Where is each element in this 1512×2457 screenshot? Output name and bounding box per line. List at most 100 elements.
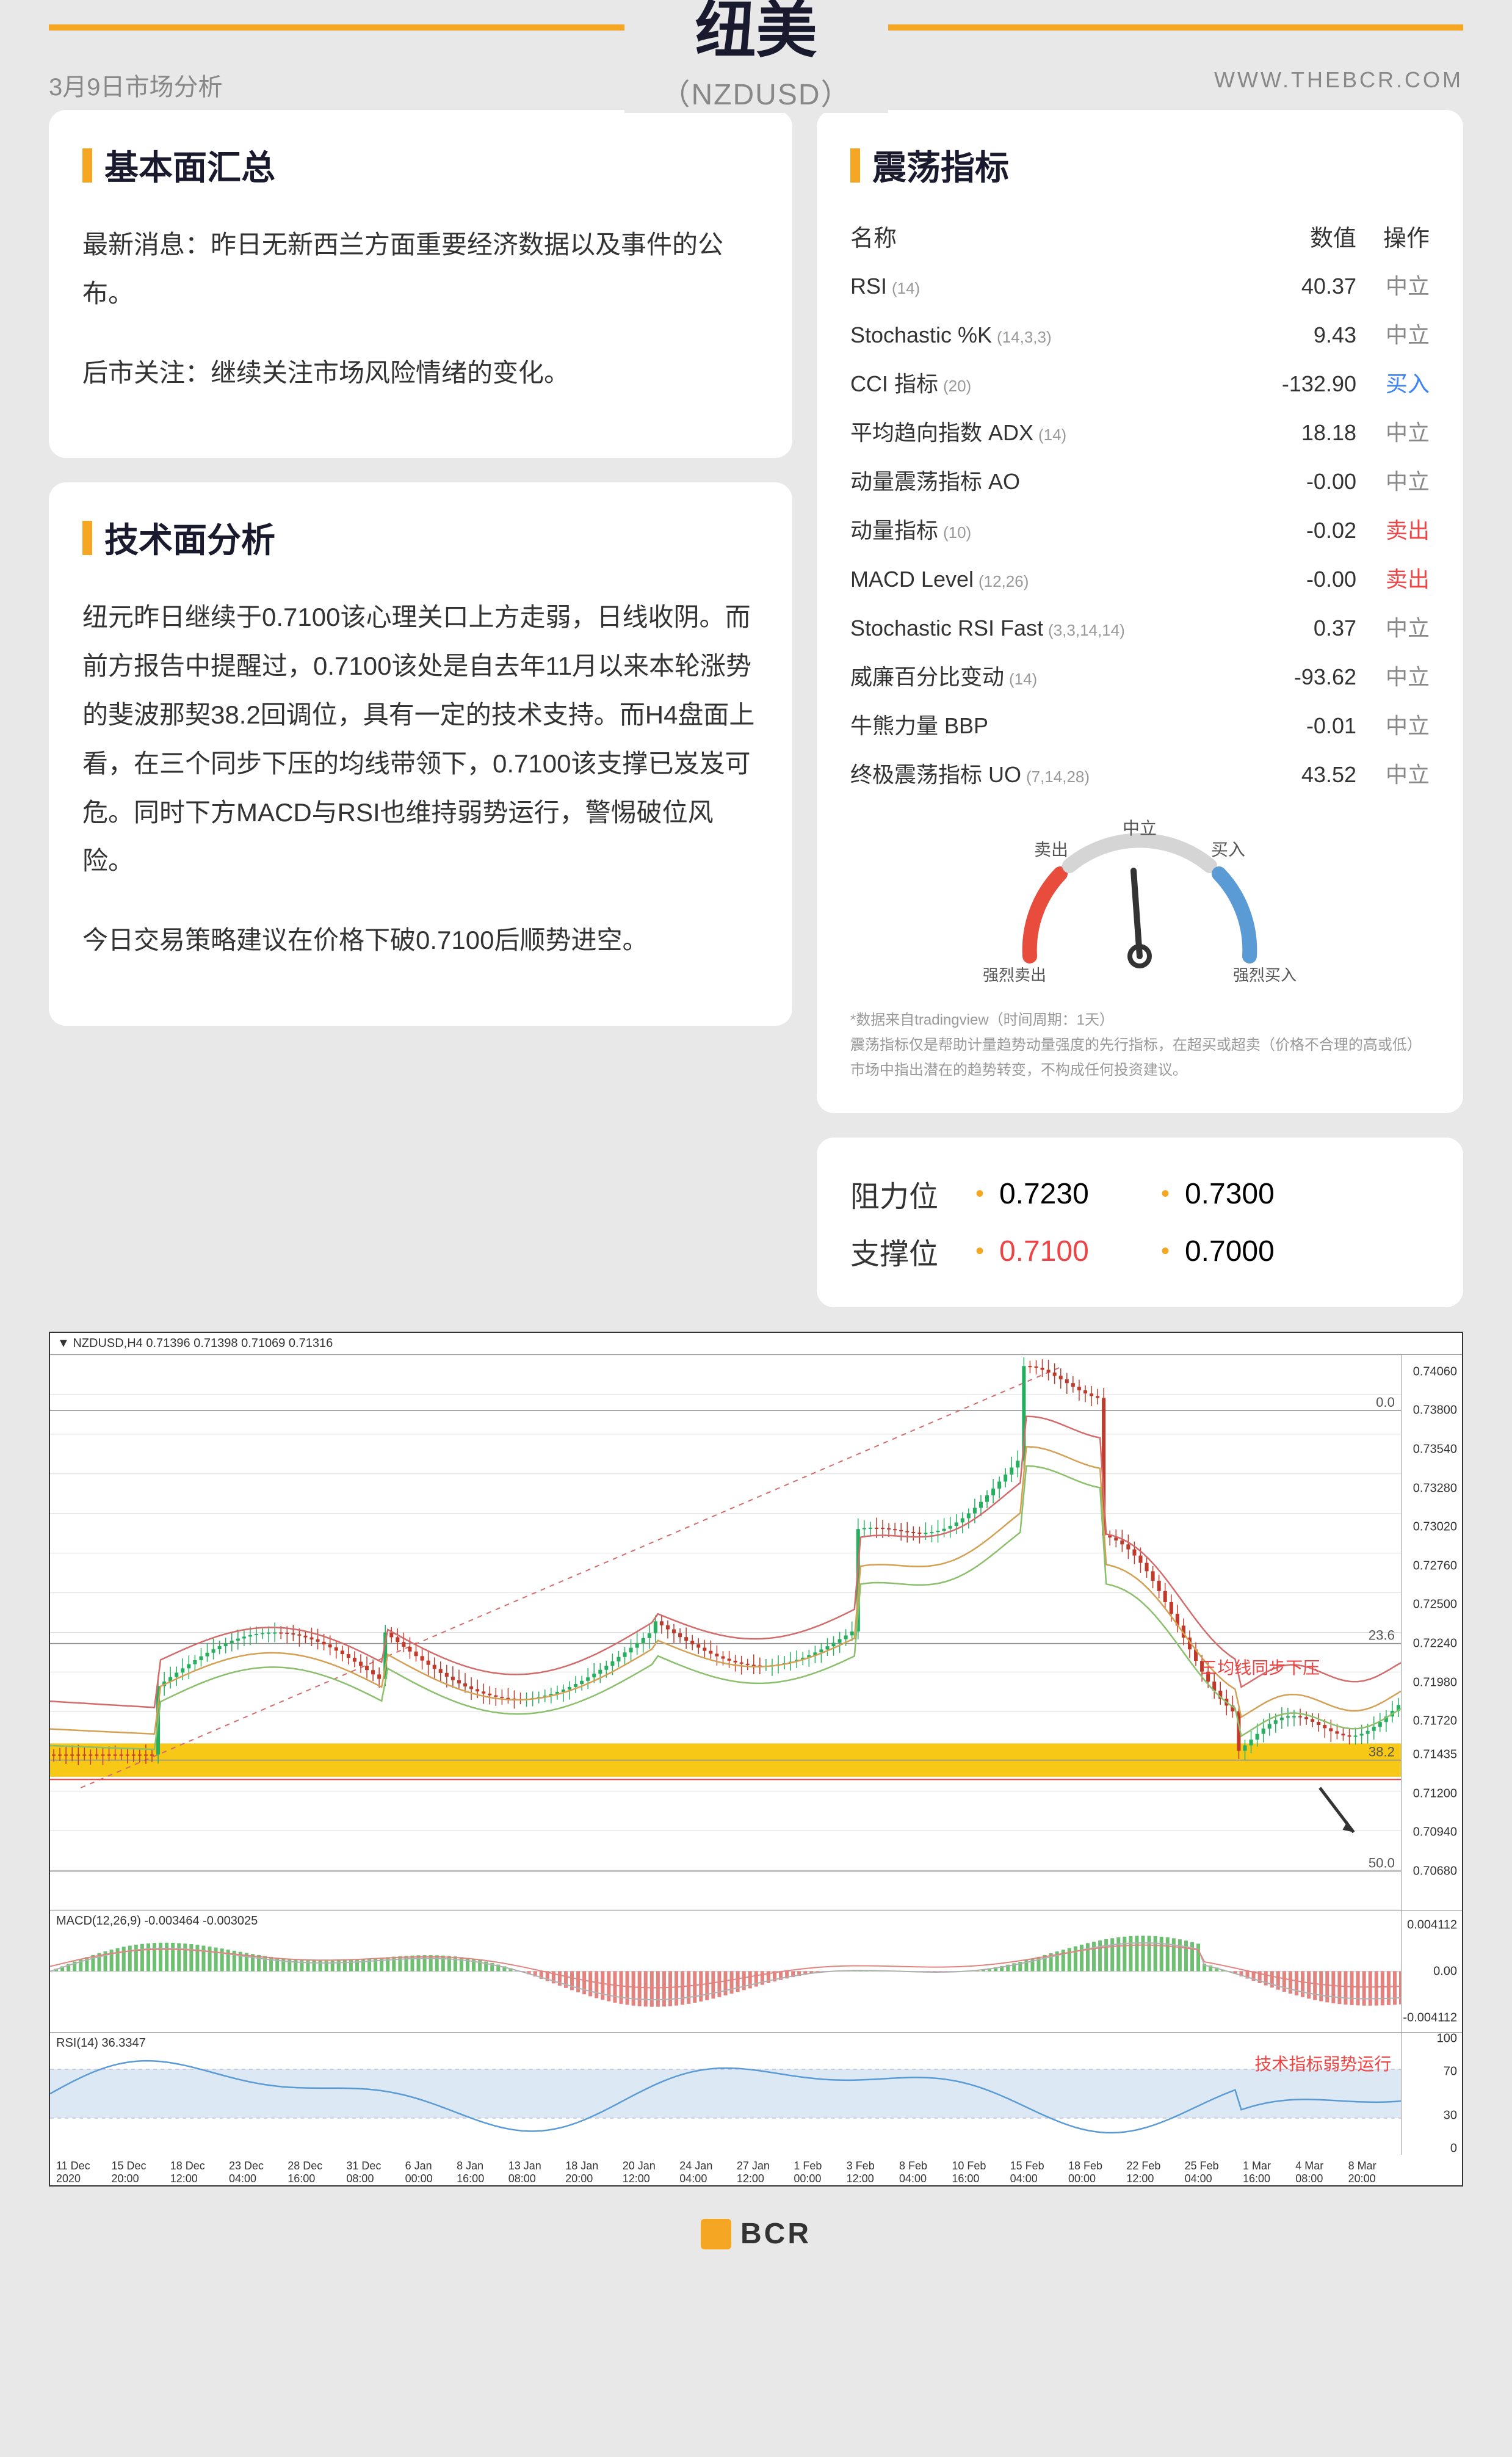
ytick: 0.70680 [1413, 1864, 1457, 1878]
col-name: 名称 [850, 219, 1246, 253]
xtick: 23 Dec 04:00 [229, 2160, 288, 2180]
indicator-name: 动量指标 [850, 518, 938, 543]
indicator-param: (12,26) [978, 572, 1029, 590]
indicator-name: 牛熊力量 BBP [850, 713, 988, 738]
bullet-icon: • [1161, 1180, 1170, 1208]
indicator-name: 动量震荡指标 AO [850, 469, 1020, 494]
ma-annotation: 三均线同步下压 [1200, 1655, 1320, 1679]
ytick: 0.71200 [1413, 1787, 1457, 1801]
indicator-row: MACD Level(12,26) -0.00 卖出 [850, 553, 1430, 602]
indicator-action: 中立 [1356, 708, 1430, 740]
ytick: 70 [1444, 2065, 1457, 2079]
indicator-value: 18.18 [1246, 420, 1356, 446]
date-label: 3月9日市场分析 [49, 67, 223, 103]
indicator-row: CCI 指标(20) -132.90 买入 [850, 358, 1430, 407]
support-label: 支撑位 [850, 1230, 960, 1272]
indicator-param: (3,3,14,14) [1048, 621, 1125, 639]
xtick: 1 Mar 16:00 [1243, 2160, 1295, 2180]
xtick: 8 Jan 16:00 [457, 2160, 508, 2180]
resistance-1: 0.7230 [999, 1177, 1146, 1211]
ytick: 0 [1450, 2142, 1457, 2156]
macd-panel: MACD(12,26,9) -0.003464 -0.003025 0.0041… [50, 1911, 1462, 2033]
gauge-neutral: 中立 [1123, 819, 1157, 838]
title-accent-bar [850, 148, 860, 183]
ytick: 0.004112 [1407, 1918, 1457, 1933]
svg-text:50.0: 50.0 [1369, 1856, 1395, 1871]
xtick: 18 Jan 20:00 [565, 2160, 623, 2180]
indicator-param: (20) [943, 377, 971, 395]
technical-card: 技术面分析 纽元昨日继续于0.7100该心理关口上方走弱，日线收阴。而前方报告中… [49, 482, 792, 1026]
indicator-row: 平均趋向指数 ADX(14) 18.18 中立 [850, 407, 1430, 455]
ytick: 0.73800 [1413, 1404, 1457, 1418]
indicator-action: 卖出 [1356, 562, 1430, 593]
indicator-row: 牛熊力量 BBP -0.01 中立 [850, 700, 1430, 749]
price-panel: 0.023.638.250.0 三均线同步下压 0.740600.738000.… [50, 1355, 1462, 1911]
indicator-name: MACD Level [850, 567, 974, 592]
svg-text:23.6: 23.6 [1369, 1628, 1395, 1643]
indicator-name: Stochastic RSI Fast [850, 615, 1043, 641]
xtick: 28 Dec 16:00 [288, 2160, 346, 2180]
indicator-action: 中立 [1356, 757, 1430, 789]
fundamentals-p2: 后市关注：继续关注市场风险情绪的变化。 [82, 349, 759, 397]
indicator-value: -0.01 [1246, 713, 1356, 739]
indicator-action: 中立 [1356, 659, 1430, 691]
technical-p1: 纽元昨日继续于0.7100该心理关口上方走弱，日线收阴。而前方报告中提醒过，0.… [82, 593, 759, 885]
xtick: 3 Feb 12:00 [847, 2160, 899, 2180]
xtick: 22 Feb 12:00 [1126, 2160, 1184, 2180]
xtick: 1 Feb 00:00 [794, 2160, 846, 2180]
indicator-value: -132.90 [1246, 371, 1356, 397]
ytick: 0.70940 [1413, 1826, 1457, 1840]
oscillators-title: 震荡指标 [872, 140, 1009, 190]
page-subtitle: （NZDUSD） [661, 70, 852, 113]
indicator-action: 中立 [1356, 464, 1430, 496]
footer: BCR [0, 2187, 1512, 2269]
indicator-name: 威廉百分比变动 [850, 664, 1004, 689]
ytick: -0.004112 [1403, 2011, 1457, 2025]
indicator-value: -0.02 [1246, 518, 1356, 543]
bcr-logo-icon [701, 2219, 731, 2249]
ytick: 0.72240 [1413, 1637, 1457, 1651]
indicator-row: 动量震荡指标 AO -0.00 中立 [850, 455, 1430, 504]
indicator-value: 40.37 [1246, 274, 1356, 299]
title-accent-bar [82, 148, 92, 183]
disclaimer-text: *数据来自tradingview（时间周期：1天）震荡指标仅是帮助计量趋势动量强… [850, 1008, 1430, 1083]
indicator-row: Stochastic %K(14,3,3) 9.43 中立 [850, 309, 1430, 358]
col-value: 数值 [1246, 219, 1356, 253]
resistance-2: 0.7300 [1185, 1177, 1331, 1211]
indicator-value: 43.52 [1246, 762, 1356, 788]
bullet-icon: • [975, 1180, 984, 1208]
xtick: 31 Dec 08:00 [346, 2160, 405, 2180]
indicator-name: Stochastic %K [850, 322, 992, 347]
website-link[interactable]: WWW.THEBCR.COM [1214, 67, 1463, 93]
support-2: 0.7000 [1185, 1235, 1331, 1268]
indicator-action: 中立 [1356, 611, 1430, 642]
xtick: 13 Jan 08:00 [508, 2160, 566, 2180]
xtick: 18 Dec 12:00 [170, 2160, 229, 2180]
xtick: 15 Feb 04:00 [1010, 2160, 1068, 2180]
rsi-annotation: 技术指标弱势运行 [1254, 2051, 1391, 2075]
xtick: 6 Jan 00:00 [405, 2160, 457, 2180]
indicator-param: (7,14,28) [1026, 768, 1090, 786]
brand-name: BCR [740, 2217, 811, 2251]
price-chart: ▼ NZDUSD,H4 0.71396 0.71398 0.71069 0.71… [49, 1332, 1463, 2187]
ytick: 0.73540 [1413, 1442, 1457, 1456]
ytick: 0.71980 [1413, 1675, 1457, 1689]
xtick: 8 Mar 20:00 [1348, 2160, 1401, 2180]
indicator-value: 0.37 [1246, 615, 1356, 641]
ytick: 0.71435 [1413, 1747, 1457, 1762]
indicator-action: 买入 [1356, 366, 1430, 398]
gauge-strong-buy: 强烈买入 [1233, 966, 1297, 984]
title-accent-bar [82, 521, 92, 555]
bullet-icon: • [1161, 1238, 1170, 1265]
indicator-action: 中立 [1356, 415, 1430, 447]
chart-xaxis: 11 Dec 202015 Dec 20:0018 Dec 12:0023 De… [50, 2155, 1462, 2185]
ytick: 0.73280 [1413, 1481, 1457, 1495]
col-action: 操作 [1356, 219, 1430, 253]
page-header: 纽美 （NZDUSD） 3月9日市场分析 WWW.THEBCR.COM [0, 0, 1512, 49]
xtick: 25 Feb 04:00 [1185, 2160, 1243, 2180]
indicator-param: (14) [892, 279, 920, 297]
xtick: 20 Jan 12:00 [623, 2160, 680, 2180]
oscillators-card: 震荡指标 名称 数值 操作 RSI(14) 40.37 中立Stochastic… [817, 110, 1463, 1113]
gauge-buy: 买入 [1211, 840, 1245, 859]
rsi-panel: RSI(14) 36.3347 技术指标弱势运行 10070300 [50, 2033, 1462, 2155]
